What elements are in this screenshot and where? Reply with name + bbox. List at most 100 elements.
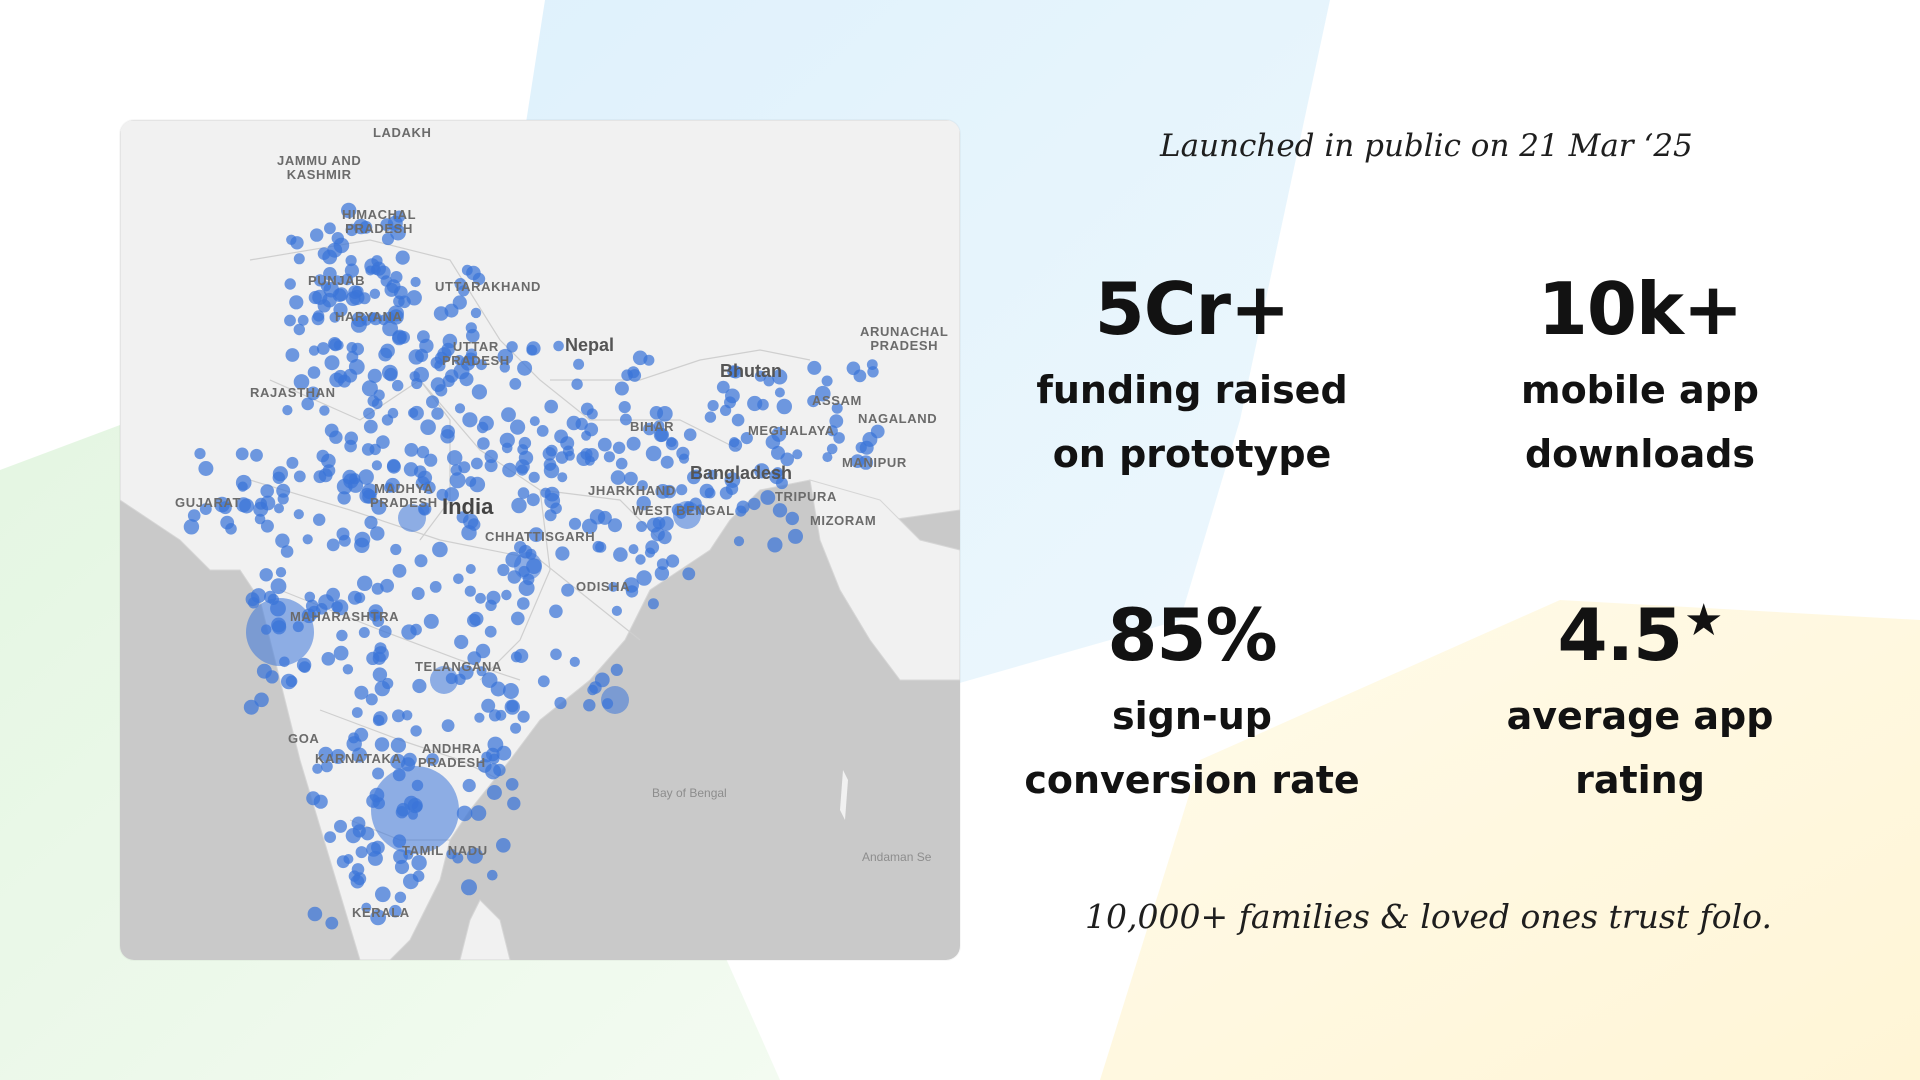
sri-lanka (459, 899, 511, 960)
user-dot (612, 441, 626, 454)
user-dot (510, 419, 526, 435)
user-dot (336, 629, 348, 642)
user-dot (387, 407, 399, 419)
user-dot (345, 255, 357, 267)
user-dot (625, 585, 639, 598)
user-dot (510, 722, 522, 734)
user-dot (426, 395, 439, 409)
user-dot (432, 541, 448, 558)
user-dot (678, 453, 690, 464)
user-dot (855, 441, 867, 454)
stat-rating: 4.5★ average app rating (1430, 592, 1850, 812)
user-dot (465, 476, 477, 487)
india-user-map[interactable]: LADAKH JAMMU AND KASHMIR HIMACHAL PRADESH P… (120, 120, 960, 960)
user-dot (728, 438, 743, 452)
user-dot (390, 543, 402, 556)
user-dot (374, 737, 390, 752)
user-dot (444, 303, 459, 318)
user-dot (870, 424, 885, 439)
user-dot (465, 564, 476, 574)
user-dot (341, 273, 354, 286)
map-label-bhutan: Bhutan (720, 361, 782, 381)
user-dot (831, 402, 843, 414)
user-dot (529, 416, 540, 427)
map-label-mp: MADHYA PRADESH (370, 481, 438, 510)
user-dot (301, 397, 314, 411)
user-dot (470, 307, 482, 319)
user-dot (351, 747, 368, 763)
user-dot (317, 299, 331, 313)
user-dot (517, 487, 530, 499)
user-dot (342, 664, 354, 675)
user-dot (517, 710, 530, 723)
map-label-nagaland: NAGALAND (858, 411, 938, 426)
user-dot (632, 350, 648, 366)
user-dot (469, 611, 484, 626)
user-dot (566, 415, 581, 431)
user-dot (378, 625, 392, 638)
user-dot (358, 292, 371, 305)
stat-value: 5Cr+ (1094, 267, 1291, 351)
user-dot (401, 624, 417, 640)
user-dot (442, 333, 458, 349)
map-label-odisha: ODISHA (576, 579, 631, 594)
user-dot (333, 645, 349, 661)
user-dot (354, 592, 366, 604)
user-dot (350, 316, 367, 333)
user-dot (369, 288, 381, 299)
map-label-bihar: BIHAR (630, 419, 675, 434)
stat-value: 10k+ (1537, 267, 1743, 351)
bg-yellow-shape (1100, 600, 1920, 1080)
user-dot (328, 337, 342, 351)
user-dot (666, 554, 680, 568)
user-dot (325, 916, 339, 930)
user-dot (731, 413, 745, 427)
user-dot (239, 498, 255, 514)
user-dot (319, 405, 330, 416)
user-dot (826, 443, 838, 455)
user-dot (348, 477, 364, 493)
user-dot (597, 510, 612, 525)
user-dot (358, 469, 374, 485)
user-dot (501, 589, 512, 601)
user-dot (463, 513, 479, 529)
user-dot (486, 785, 502, 800)
user-dot (618, 401, 631, 414)
user-dot (324, 831, 336, 843)
user-dot (517, 360, 533, 376)
user-dot (449, 472, 466, 489)
user-dot (390, 224, 406, 241)
user-dot (364, 515, 378, 529)
user-dot (462, 778, 476, 793)
map-label-rajasthan: RAJASTHAN (250, 385, 336, 400)
map-label-ladakh: LADAKH (373, 125, 432, 140)
map-label-maharashtra: MAHARASHTRA (290, 609, 400, 624)
user-dot (613, 547, 628, 562)
user-dot (282, 405, 293, 416)
user-dot (343, 368, 358, 383)
user-dot (393, 849, 408, 865)
user-dot (707, 400, 719, 412)
map-label-mizoram: MIZORAM (810, 513, 877, 528)
user-dot (458, 285, 470, 297)
user-dot (416, 445, 430, 459)
user-dot (687, 470, 701, 485)
user-dot (275, 567, 287, 578)
user-dot (260, 519, 274, 533)
user-dot (415, 476, 430, 491)
user-dot (375, 886, 391, 903)
user-dot (511, 497, 527, 514)
user-dot-large (673, 501, 701, 529)
user-dot (553, 340, 564, 352)
map-label-ap: ANDHRA PRADESH (418, 741, 486, 770)
user-dot (821, 375, 833, 387)
stat-value: 4.5★ (1430, 592, 1850, 678)
user-dot (788, 528, 803, 544)
user-dot (285, 348, 300, 362)
user-dot (390, 271, 403, 284)
user-dot (481, 698, 496, 713)
user-dot (289, 295, 304, 310)
user-dot (544, 509, 557, 522)
user-dot (554, 696, 567, 710)
user-dot (410, 725, 422, 737)
